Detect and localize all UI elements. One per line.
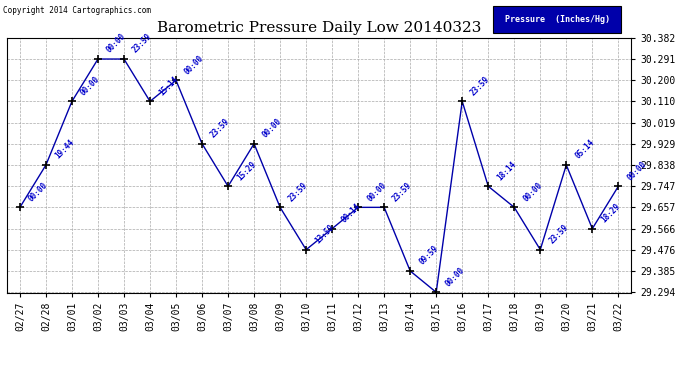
Text: 18:29: 18:29 bbox=[600, 202, 622, 225]
Text: 00:14: 00:14 bbox=[339, 202, 362, 225]
Text: 15:29: 15:29 bbox=[235, 159, 258, 182]
Text: 23:59: 23:59 bbox=[547, 223, 570, 246]
Text: 00:00: 00:00 bbox=[625, 159, 648, 182]
Text: 00:00: 00:00 bbox=[443, 266, 466, 288]
Text: 23:59: 23:59 bbox=[131, 32, 154, 55]
Text: 00:00: 00:00 bbox=[261, 117, 284, 140]
Text: 23:59: 23:59 bbox=[287, 180, 310, 203]
Text: 23:59: 23:59 bbox=[469, 75, 492, 97]
Text: 09:59: 09:59 bbox=[417, 244, 440, 267]
Text: 15:14: 15:14 bbox=[157, 75, 179, 97]
Text: 19:44: 19:44 bbox=[53, 138, 76, 161]
Text: 05:14: 05:14 bbox=[573, 138, 596, 161]
Text: 00:00: 00:00 bbox=[183, 53, 206, 76]
Text: 23:59: 23:59 bbox=[209, 117, 232, 140]
Text: 23:59: 23:59 bbox=[391, 180, 414, 203]
Text: 13:59: 13:59 bbox=[313, 223, 336, 246]
Text: 18:14: 18:14 bbox=[495, 159, 518, 182]
Text: 00:00: 00:00 bbox=[105, 32, 128, 55]
Text: 00:00: 00:00 bbox=[521, 180, 544, 203]
Text: 00:00: 00:00 bbox=[79, 75, 101, 97]
Title: Barometric Pressure Daily Low 20140323: Barometric Pressure Daily Low 20140323 bbox=[157, 21, 482, 35]
Text: 00:00: 00:00 bbox=[27, 180, 50, 203]
Text: Copyright 2014 Cartographics.com: Copyright 2014 Cartographics.com bbox=[3, 6, 151, 15]
Text: 00:00: 00:00 bbox=[365, 180, 388, 203]
Text: Pressure  (Inches/Hg): Pressure (Inches/Hg) bbox=[504, 15, 610, 24]
